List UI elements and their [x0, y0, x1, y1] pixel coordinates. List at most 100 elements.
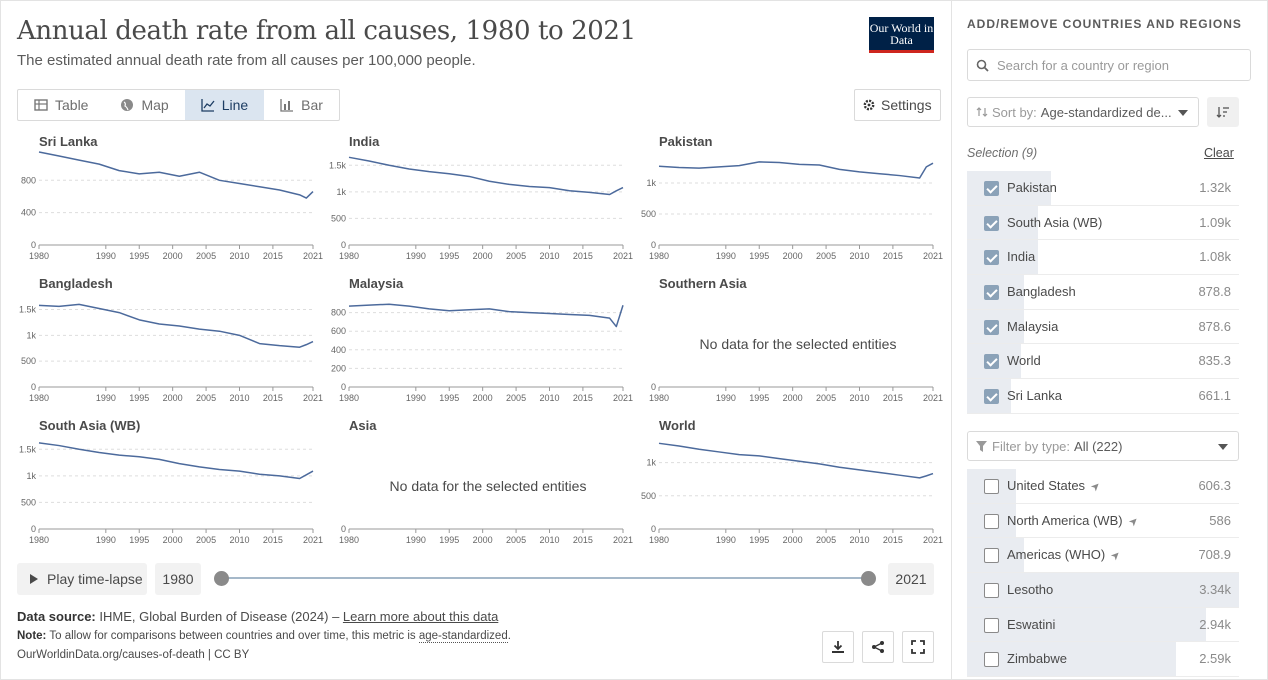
available-list: United States ➤ 606.3 North America (WB) ➤ 58… — [967, 469, 1239, 677]
y-tick-label: 0 — [31, 240, 36, 250]
series-line[interactable] — [39, 304, 313, 347]
x-tick-label: 1995 — [129, 251, 149, 261]
credit-line[interactable]: OurWorldinData.org/causes-of-death | CC … — [17, 649, 249, 661]
age-standardized-term[interactable]: age-standardized — [419, 630, 508, 643]
entity-row[interactable]: Zimbabwe 2.59k — [967, 642, 1239, 677]
entity-checkbox[interactable] — [984, 479, 999, 494]
entity-value: 1.09k — [1199, 215, 1231, 230]
entity-checkbox[interactable] — [984, 320, 999, 335]
timeline-end-handle[interactable] — [861, 571, 876, 586]
entity-name: South Asia (WB) — [1007, 215, 1102, 230]
x-tick-label: 2021 — [613, 535, 633, 545]
entity-value: 835.3 — [1198, 353, 1231, 368]
series-line[interactable] — [349, 304, 623, 326]
tab-table-label: Table — [55, 97, 88, 113]
entity-checkbox[interactable] — [984, 652, 999, 667]
x-tick-label: 1990 — [96, 535, 116, 545]
entity-checkbox[interactable] — [984, 514, 999, 529]
x-tick-label: 2000 — [473, 535, 493, 545]
entity-label: Zimbabwe — [1007, 651, 1067, 666]
series-line[interactable] — [659, 443, 933, 478]
x-tick-label: 2010 — [849, 535, 869, 545]
tab-map[interactable]: Map — [104, 90, 184, 120]
entity-name: Zimbabwe — [1007, 651, 1067, 666]
entity-row[interactable]: Lesotho 3.34k — [967, 573, 1239, 608]
value-bar — [967, 608, 1206, 642]
x-tick-label: 1980 — [339, 393, 359, 403]
series-line[interactable] — [659, 162, 933, 178]
entity-checkbox[interactable] — [984, 354, 999, 369]
entity-name: Lesotho — [1007, 582, 1053, 597]
entity-checkbox[interactable] — [984, 216, 999, 231]
selected-entity-row[interactable]: India 1.08k — [967, 240, 1239, 275]
download-button[interactable] — [822, 631, 854, 663]
share-button[interactable] — [862, 631, 894, 663]
selected-entity-row[interactable]: Malaysia 878.6 — [967, 310, 1239, 345]
entity-name: World — [1007, 353, 1041, 368]
selector-heading: ADD/REMOVE COUNTRIES AND REGIONS — [967, 17, 1242, 31]
learn-more-link[interactable]: Learn more about this data — [343, 609, 498, 624]
series-line[interactable] — [39, 443, 313, 479]
y-tick-label: 0 — [31, 382, 36, 392]
data-source: Data source: IHME, Global Burden of Dise… — [17, 609, 498, 624]
tab-map-label: Map — [141, 97, 168, 113]
selected-entity-row[interactable]: World 835.3 — [967, 344, 1239, 379]
tab-line[interactable]: Line — [185, 90, 264, 120]
entity-row[interactable]: North America (WB) ➤ 586 — [967, 504, 1239, 539]
entity-value: 3.34k — [1199, 582, 1231, 597]
timeline-start-year[interactable]: 1980 — [155, 563, 201, 595]
fullscreen-button[interactable] — [902, 631, 934, 663]
y-tick-label: 1.5k — [329, 160, 347, 170]
x-tick-label: 2021 — [613, 251, 633, 261]
x-tick-label: 2010 — [539, 393, 559, 403]
x-tick-label: 2000 — [783, 393, 803, 403]
y-tick-label: 1k — [26, 330, 36, 340]
panel-plot: 04008001980 1990 1995 2000 2005 2010 2015 2021 — [17, 134, 317, 274]
selected-entity-row[interactable]: Pakistan 1.32k — [967, 171, 1239, 206]
x-tick-label: 2015 — [573, 535, 593, 545]
y-tick-label: 0 — [341, 240, 346, 250]
sort-by-select[interactable]: Sort by: Age-standardized de... — [967, 97, 1199, 127]
entity-checkbox[interactable] — [984, 285, 999, 300]
y-tick-label: 400 — [331, 345, 346, 355]
entity-checkbox[interactable] — [984, 250, 999, 265]
y-tick-label: 1k — [336, 187, 346, 197]
filter-by-type-select[interactable]: Filter by type: All (222) — [967, 431, 1239, 461]
entity-name: Malaysia — [1007, 319, 1058, 334]
chart-panel: India 0 500 1k 1.5k 1980 1990 1995 2000 2005 2010 2… — [327, 134, 627, 274]
series-line[interactable] — [349, 157, 623, 194]
x-tick-label: 2015 — [883, 535, 903, 545]
timeline-end-year[interactable]: 2021 — [888, 563, 934, 595]
play-timelapse-button[interactable]: Play time-lapse — [17, 563, 147, 595]
search-box[interactable] — [967, 49, 1251, 81]
timeline-track[interactable] — [221, 577, 868, 579]
series-line[interactable] — [39, 152, 313, 198]
x-tick-label: 1980 — [29, 393, 49, 403]
entity-row[interactable]: Americas (WHO) ➤ 708.9 — [967, 538, 1239, 573]
x-tick-label: 1995 — [129, 535, 149, 545]
settings-button[interactable]: Settings — [854, 89, 941, 121]
x-tick-label: 2005 — [196, 251, 216, 261]
entity-name: Bangladesh — [1007, 284, 1076, 299]
selected-entity-row[interactable]: Sri Lanka 661.1 — [967, 379, 1239, 414]
entity-checkbox[interactable] — [984, 389, 999, 404]
clear-selection-button[interactable]: Clear — [1204, 146, 1234, 160]
entity-row[interactable]: Eswatini 2.94k — [967, 608, 1239, 643]
entity-name: Eswatini — [1007, 617, 1055, 632]
owid-logo[interactable]: Our World in Data — [869, 17, 934, 53]
x-tick-label: 2015 — [573, 251, 593, 261]
source-text: IHME, Global Burden of Disease (2024) — [99, 609, 328, 624]
sort-order-button[interactable] — [1207, 97, 1239, 127]
entity-checkbox[interactable] — [984, 618, 999, 633]
search-input[interactable] — [997, 58, 1237, 73]
selected-entity-row[interactable]: Bangladesh 878.8 — [967, 275, 1239, 310]
entity-checkbox[interactable] — [984, 181, 999, 196]
tab-table[interactable]: Table — [18, 90, 104, 120]
entity-row[interactable]: United States ➤ 606.3 — [967, 469, 1239, 504]
entity-checkbox[interactable] — [984, 548, 999, 563]
selected-entity-row[interactable]: South Asia (WB) 1.09k — [967, 206, 1239, 241]
download-icon — [831, 640, 845, 654]
entity-checkbox[interactable] — [984, 583, 999, 598]
tab-bar[interactable]: Bar — [264, 90, 339, 120]
timeline-start-handle[interactable] — [214, 571, 229, 586]
